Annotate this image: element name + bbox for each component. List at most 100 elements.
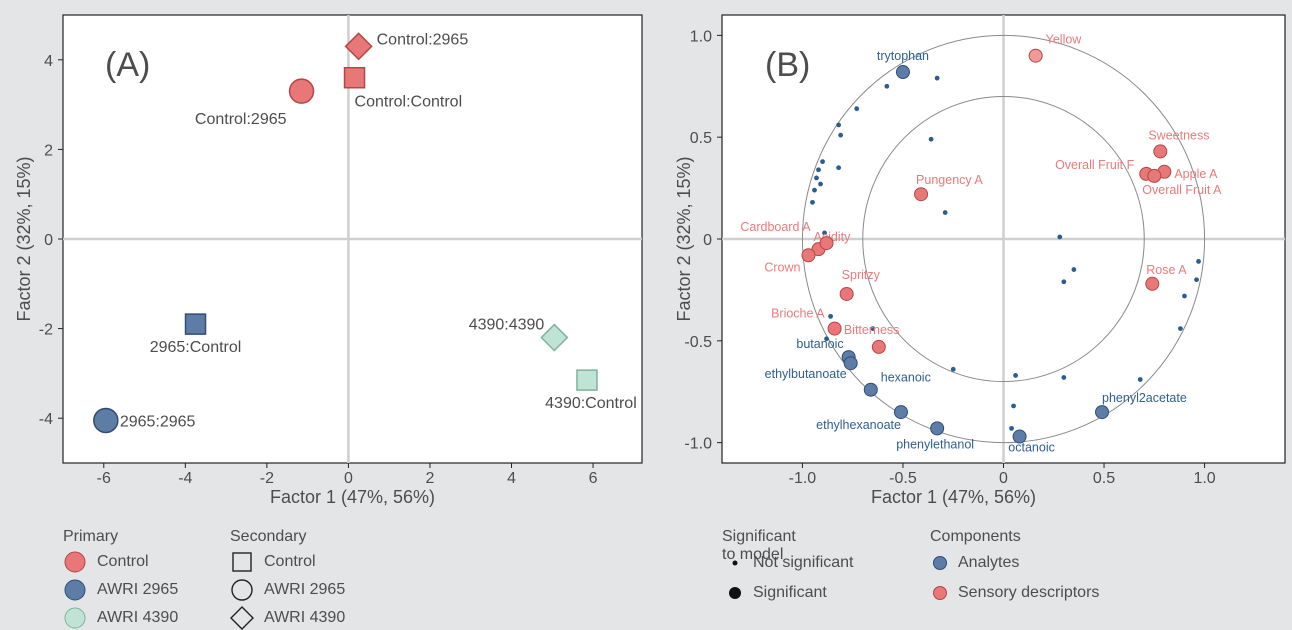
sensory-point	[839, 286, 854, 301]
analyte-label: phenylethanol	[896, 437, 974, 451]
point-label: 2965:2965	[120, 413, 196, 430]
point-label: Control:2965	[195, 111, 287, 128]
analyte-point-not-significant	[1013, 373, 1018, 378]
analyte-point-not-significant	[812, 187, 817, 193]
point-circle	[288, 78, 315, 104]
legend-sensory: Sensory descriptors	[932, 584, 1099, 602]
legend-not-significant: Not significant	[727, 554, 854, 572]
y-axis-label-b: Factor 2 (32%, 15%)	[674, 156, 694, 321]
y-tick-label-b: 0.5	[690, 130, 712, 147]
y-tick-label-a: -2	[39, 322, 53, 339]
analyte-point-not-significant	[1011, 403, 1016, 409]
x-tick-label-b: -0.5	[889, 470, 917, 487]
legend-symbol-awri2965	[64, 579, 86, 601]
sensory-point	[1153, 144, 1168, 159]
sensory-point	[801, 248, 816, 263]
sensory-label: Apple A	[1174, 167, 1218, 181]
analyte-point-not-significant	[824, 336, 829, 342]
sensory-label: Pungency A	[916, 173, 983, 187]
x-tick-label-b: -1.0	[789, 470, 817, 487]
y-tick-label-a: 4	[44, 53, 53, 70]
legend-primary-awri2965: AWRI 2965	[63, 578, 178, 602]
sensory-point	[819, 236, 834, 251]
x-tick-label-a: 4	[507, 470, 516, 487]
legend-label: Control	[97, 553, 149, 570]
legend-circle-icon	[231, 579, 253, 601]
analyte-point-not-significant	[828, 313, 833, 319]
analyte-label: octanoic	[1008, 441, 1055, 455]
panel-label-b: (B)	[765, 46, 810, 84]
analyte-point-significant	[863, 382, 878, 397]
y-tick-label-b: 1.0	[690, 28, 712, 45]
y-tick-label-a: -4	[39, 411, 53, 428]
panel-a: -6 -4 -2 0 2 4 6 -4 -2 0 2 4 Factor 1 (47%, 56%) Fact…	[14, 14, 643, 507]
x-tick-label-b: 0	[999, 470, 1008, 487]
correlation-circle	[862, 95, 1145, 383]
legend-square-icon	[232, 552, 252, 572]
x-tick-label-b: 1.0	[1193, 470, 1215, 487]
y-tick-label-b: 0	[703, 232, 712, 249]
point-label: 4390:Control	[545, 395, 637, 412]
legend-primary-control: Control	[63, 550, 149, 574]
analyte-point-not-significant	[884, 83, 890, 89]
analyte-point-not-significant	[1009, 425, 1014, 431]
analyte-point-not-significant	[818, 181, 823, 187]
analyte-label: phenyl2acetate	[1102, 391, 1187, 405]
legend-significant: Significant	[727, 584, 827, 602]
analyte-point-not-significant	[1182, 293, 1187, 299]
legend-label: AWRI 2965	[97, 581, 179, 598]
legend-label: Sensory descriptors	[958, 584, 1100, 601]
legend-symbol-awri4390	[64, 607, 86, 629]
point-diamond	[540, 323, 569, 352]
sensory-point	[914, 187, 929, 202]
x-tick-label-a: 6	[589, 470, 598, 487]
sensory-dot-icon	[933, 586, 947, 600]
sensory-label: Overall Fruit A	[1142, 183, 1222, 197]
legend-secondary-awri2965: AWRI 2965	[230, 578, 345, 602]
y-axis-label-a: Factor 2 (32%, 15%)	[14, 156, 34, 321]
sensory-label: Crown	[764, 260, 800, 274]
sensory-label: Rose A	[1146, 263, 1187, 277]
point-square	[184, 313, 207, 335]
legend-secondary-awri4390: AWRI 4390	[230, 606, 345, 630]
analyte-point-significant	[1095, 405, 1110, 420]
legend-label: Not significant	[753, 554, 854, 571]
small-dot-icon	[732, 560, 738, 566]
point-square	[343, 66, 366, 89]
analyte-point-not-significant	[814, 175, 819, 181]
legend-symbol-control	[64, 551, 86, 573]
sensory-label: Spritzy	[842, 268, 881, 282]
analyte-point-not-significant	[934, 75, 940, 81]
point-label: Control:Control	[355, 94, 463, 111]
legend-components-title: Components	[930, 528, 1021, 545]
legend-significance-title: Significant to model	[722, 528, 796, 563]
x-tick-label-a: -2	[260, 470, 274, 487]
x-tick-label-a: 0	[344, 470, 353, 487]
legend-secondary-title: Secondary	[230, 528, 307, 545]
analyte-point-significant	[1012, 429, 1027, 444]
analyte-point-not-significant	[854, 106, 860, 112]
analyte-label: trytophan	[877, 49, 929, 63]
y-tick-label-b: -0.5	[684, 334, 712, 351]
analyte-dot-icon	[933, 556, 947, 570]
analyte-point-not-significant	[1061, 375, 1067, 380]
sensory-label: Bitterness	[844, 323, 900, 337]
analyte-label: ethylhexanoate	[816, 418, 901, 432]
analyte-point-not-significant	[822, 230, 827, 236]
legend-diamond-icon	[230, 606, 254, 630]
analyte-point-not-significant	[1071, 267, 1077, 272]
analyte-point-not-significant	[1194, 277, 1199, 283]
legend-label: AWRI 4390	[264, 609, 346, 626]
analyte-label: ethylbutanoate	[765, 367, 847, 381]
sensory-label: Overall Fruit F	[1055, 158, 1135, 172]
point-square	[576, 369, 598, 391]
point-diamond	[344, 32, 373, 61]
sensory-point	[1145, 276, 1160, 291]
sensory-label: Brioche A	[771, 307, 825, 321]
sensory-point	[1147, 168, 1162, 183]
analyte-point-significant	[893, 405, 908, 420]
y-tick-label-a: 2	[44, 142, 53, 159]
analyte-point-not-significant	[838, 132, 844, 138]
correlation-circle	[801, 34, 1206, 444]
